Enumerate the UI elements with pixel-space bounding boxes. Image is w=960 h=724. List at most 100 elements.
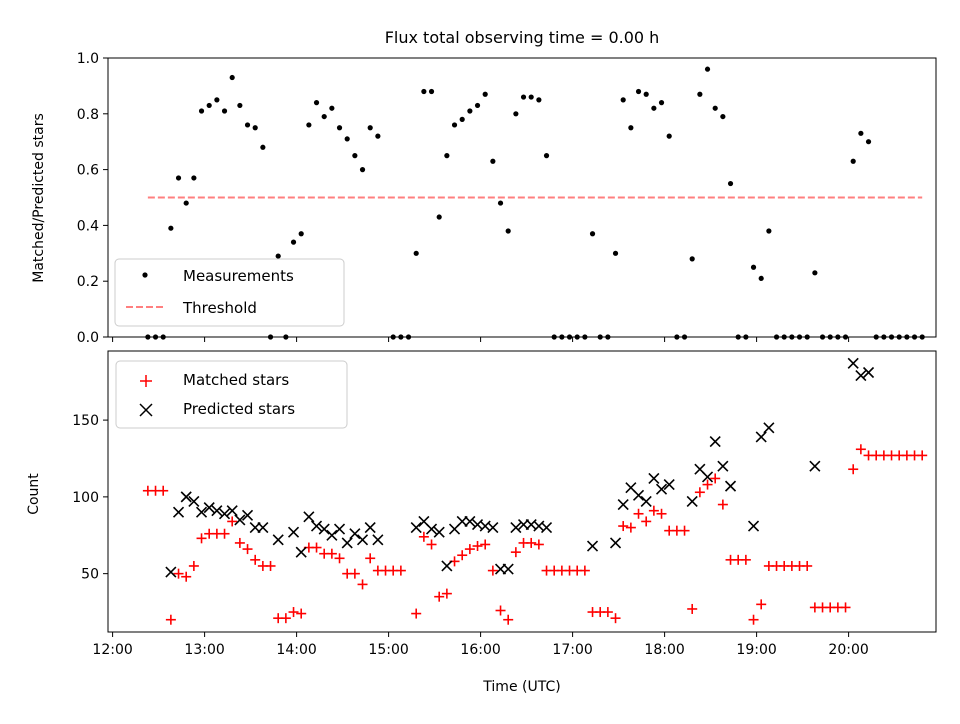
measurement-point-24 (329, 105, 335, 111)
matched-point-69 (679, 525, 690, 536)
legend-matched-label: Matched stars (183, 371, 289, 389)
matched-point-65 (648, 505, 659, 516)
ratio-y-tick-label-0: 0.0 (77, 330, 99, 346)
count-y-tick-label-1: 100 (72, 490, 99, 506)
predicted-point-57 (717, 460, 729, 472)
measurement-point-9 (214, 97, 220, 103)
measurement-point-21 (306, 122, 312, 128)
measurement-point-80 (766, 228, 772, 234)
measurement-point-44 (490, 158, 496, 164)
measurement-point-60 (612, 250, 619, 256)
legend-measurements-label: Measurements (183, 267, 294, 285)
ratio-y-tick-label-5: 1.0 (77, 51, 99, 67)
matched-point-18 (280, 613, 291, 624)
predicted-point-59 (747, 520, 760, 532)
matched-point-44 (487, 565, 498, 576)
count-x-tick-label-8: 20:00 (828, 642, 868, 658)
legend-threshold-label: Threshold (182, 299, 257, 317)
matched-point-59 (602, 607, 613, 618)
measurement-point-7 (198, 108, 205, 114)
matched-point-6 (188, 560, 199, 571)
count-legend: Matched stars Predicted stars (115, 360, 348, 429)
predicted-point-25 (372, 534, 384, 546)
ratio-axes-frame (107, 57, 937, 338)
matched-point-14 (250, 554, 261, 565)
matched-point-73 (710, 473, 721, 484)
measurement-point-63 (635, 88, 642, 95)
count-y-axis-label: Count (26, 473, 42, 515)
predicted-point-7 (218, 508, 231, 520)
ratio-y-tick-label-4: 0.8 (77, 107, 99, 123)
measurement-point-75 (727, 180, 734, 187)
matched-point-19 (288, 607, 299, 618)
matched-point-28 (357, 579, 368, 590)
predicted-point-61 (763, 422, 775, 434)
predicted-point-15 (295, 546, 307, 558)
matched-point-63 (633, 508, 644, 519)
measurement-point-67 (666, 133, 672, 139)
matched-point-29 (365, 553, 376, 564)
chart-title: Flux total observing time = 0.00 h (385, 28, 660, 47)
measurement-point-78 (750, 264, 757, 270)
measurement-point-14 (252, 125, 258, 131)
count-x-tick-label-4: 16:00 (460, 642, 500, 658)
matched-point-71 (694, 487, 705, 498)
predicted-point-60 (755, 431, 767, 443)
legend-matched-marker (140, 375, 152, 387)
matched-point-33 (395, 565, 406, 576)
predicted-point-36 (487, 522, 499, 534)
matched-point-64 (641, 516, 652, 527)
measurement-point-86 (812, 270, 818, 276)
count-x-tick-label-5: 17:00 (552, 642, 592, 658)
ratio-panel: 0.0 0.2 0.4 0.6 0.8 1.0 Matched/Predicted sta… (31, 51, 937, 346)
matched-point-25 (334, 553, 345, 564)
matched-point-34 (411, 608, 422, 619)
measurement-point-91 (850, 158, 856, 164)
matched-point-74 (717, 499, 728, 510)
predicted-point-45 (609, 537, 622, 549)
predicted-point-21 (341, 537, 353, 549)
measurement-point-65 (651, 105, 657, 111)
measurement-point-8 (206, 102, 212, 109)
predicted-point-38 (502, 563, 514, 575)
matched-point-42 (472, 541, 483, 552)
measurement-point-35 (421, 88, 427, 95)
count-x-axis-label: Time (UTC) (482, 679, 560, 695)
matched-point-72 (702, 479, 713, 490)
measurement-point-48 (520, 94, 527, 100)
matched-point-45 (495, 605, 506, 616)
matched-point-79 (756, 599, 767, 610)
measurement-point-45 (497, 200, 504, 206)
legend-predicted-label: Predicted stars (183, 400, 295, 418)
matched-point-5 (181, 571, 192, 582)
measurement-point-22 (313, 100, 320, 106)
matched-point-91 (848, 464, 859, 475)
predicted-point-2 (180, 491, 192, 503)
count-y-tick-label-2: 150 (72, 413, 99, 429)
matched-point-35 (418, 531, 429, 542)
predicted-point-3 (188, 495, 200, 508)
measurement-point-26 (344, 136, 350, 142)
measurement-point-40 (459, 116, 465, 122)
count-x-tick-label-3: 15:00 (368, 642, 408, 658)
measurement-point-47 (513, 111, 519, 117)
predicted-point-19 (326, 529, 338, 541)
predicted-point-22 (349, 528, 361, 540)
predicted-point-17 (310, 520, 323, 532)
predicted-point-12 (257, 522, 269, 534)
predicted-point-20 (333, 523, 346, 535)
matched-point-77 (740, 554, 751, 565)
predicted-point-56 (709, 436, 721, 448)
measurement-point-61 (620, 97, 626, 103)
predicted-point-39 (510, 522, 522, 534)
matched-point-10 (219, 528, 230, 539)
predicted-point-55 (701, 471, 714, 483)
measurement-point-62 (628, 125, 634, 131)
ratio-y-tick-label-1: 0.2 (77, 274, 99, 290)
predicted-point-24 (364, 522, 376, 534)
count-legend-box (115, 360, 348, 429)
predicted-point-14 (287, 526, 300, 538)
ratio-y-axis: 0.0 0.2 0.4 0.6 0.8 1.0 (77, 51, 108, 346)
matched-point-78 (748, 614, 759, 625)
